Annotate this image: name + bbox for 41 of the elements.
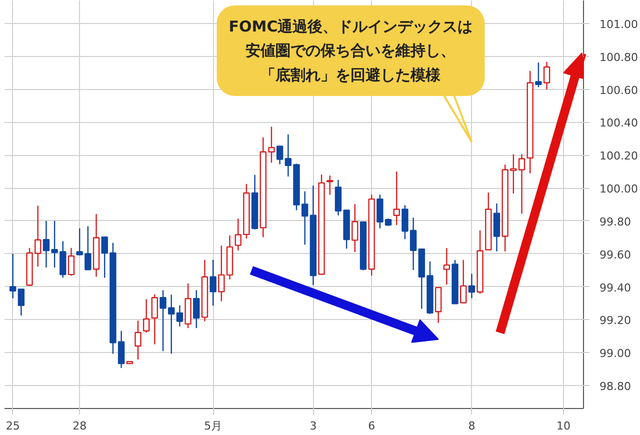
candlestick (151, 294, 158, 345)
candlestick (193, 290, 200, 329)
candlestick (234, 218, 242, 251)
candlestick (276, 146, 284, 165)
candlestick (393, 170, 400, 226)
y-tick-label: 100.60 (600, 84, 638, 97)
candlestick (68, 247, 75, 276)
candlestick (352, 204, 358, 253)
candlestick (18, 288, 25, 316)
y-tick-label: 101.00 (600, 18, 638, 32)
candlestick (101, 236, 108, 278)
x-tick-label: 28 (72, 420, 87, 432)
x-tick-label: 6 (368, 420, 376, 432)
y-tick-label: 99.40 (600, 281, 631, 294)
candlestick (543, 61, 550, 90)
x-tick-label: 10 (556, 420, 570, 432)
y-tick-label: 99.80 (600, 215, 631, 228)
candlestick (535, 62, 542, 88)
y-tick-label: 99.60 (600, 248, 631, 262)
y-tick-label: 100.40 (600, 116, 638, 130)
y-tick-label: 100.80 (600, 50, 638, 64)
y-tick-label: 100.20 (600, 150, 638, 163)
candlestick (134, 320, 142, 360)
candlestick (443, 247, 450, 286)
x-tick-label: 3 (310, 420, 317, 432)
candlestick (326, 174, 334, 196)
y-tick-label: 99.20 (600, 314, 631, 328)
candlestick (176, 304, 184, 328)
x-tick-label: 25 (6, 420, 20, 432)
candlestick (142, 298, 150, 334)
candlestick (9, 253, 16, 299)
candlestick (468, 273, 476, 299)
candlestick (210, 259, 216, 306)
x-tick-label: 8 (468, 420, 476, 432)
y-tick-label: 98.80 (600, 380, 631, 393)
y-tick-label: 99.00 (600, 347, 631, 360)
candlestick (493, 202, 500, 252)
annotation: FOMC通過後、ドルインデックスは安値圏での保ち合いを維持し、「底割れ」を回避した模様 (228, 17, 473, 84)
candlestick (460, 259, 467, 304)
y-tick-label: 100.00 (600, 182, 638, 196)
x-tick-label: 5月 (204, 420, 222, 432)
